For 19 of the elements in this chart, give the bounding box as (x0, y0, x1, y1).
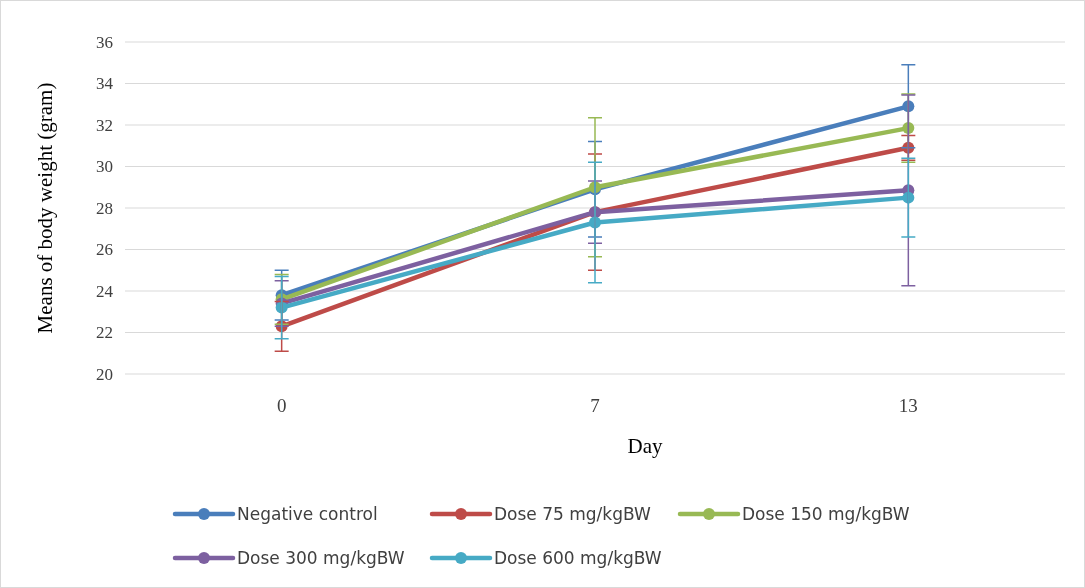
x-axis-title: Day (627, 434, 663, 458)
legend-label: Dose 150 mg/kgBW (742, 504, 910, 524)
y-tick-label: 22 (96, 323, 113, 343)
y-axis-title: Means of body weight (gram) (33, 82, 57, 334)
y-tick-label: 30 (96, 157, 113, 177)
y-tick-label: 28 (96, 198, 113, 218)
legend-label: Dose 75 mg/kgBW (494, 504, 652, 524)
y-tick-label: 26 (96, 240, 113, 260)
y-tick-label: 36 (96, 32, 113, 52)
x-tick-label: 0 (276, 395, 287, 416)
x-tick-label: 13 (898, 395, 918, 416)
x-tick-label: 7 (590, 395, 600, 416)
y-tick-label: 34 (96, 74, 114, 94)
legend-label: Dose 300 mg/kgBW (237, 548, 405, 568)
y-tick-label: 24 (96, 281, 114, 301)
legend-label: Negative control (237, 504, 378, 524)
y-tick-label: 20 (96, 364, 113, 384)
legend-label: Dose 600 mg/kgBW (494, 548, 662, 568)
y-tick-label: 32 (96, 115, 113, 135)
